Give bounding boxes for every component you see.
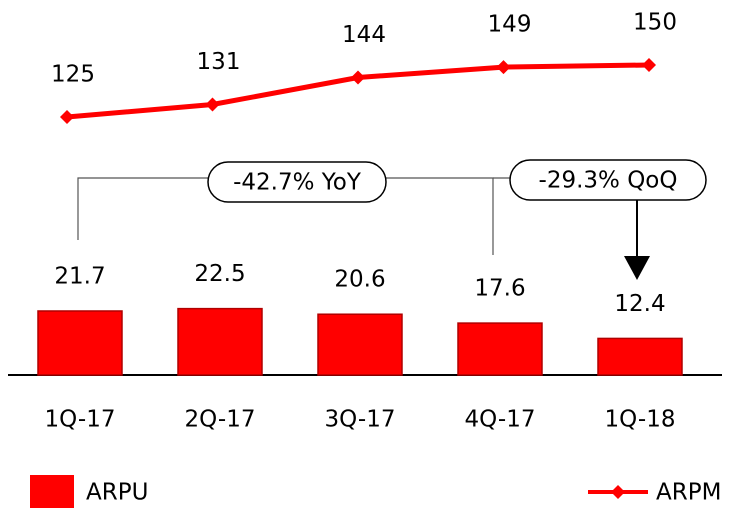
annotation: -42.7% YoY [233,170,362,196]
value-label: 149 [488,12,532,38]
value-label: 131 [197,49,241,75]
x-tick-label: 3Q-17 [325,407,396,433]
value-label: 21.7 [54,263,105,289]
arrow-head [624,256,650,280]
value-label: 20.6 [334,267,385,293]
annotation-box [509,159,707,201]
bracket [386,177,494,255]
bar [457,322,543,376]
legend-swatch [30,475,74,508]
value-label: 125 [51,62,95,88]
annotation: -29.3% QoQ [539,168,678,194]
bar [597,337,683,376]
value-label: 144 [342,22,386,48]
x-tick-label: 1Q-17 [45,407,116,433]
value-label: 12.4 [614,291,665,317]
legend-label: ARPM [656,480,721,506]
bracket [77,177,208,240]
x-tick-label: 4Q-17 [465,407,536,433]
bar [177,307,263,376]
x-tick-label: 1Q-18 [605,407,676,433]
legend-label: ARPU [86,480,148,506]
annotation-box [207,161,387,203]
value-label: 17.6 [474,276,525,302]
value-label: 22.5 [194,261,245,287]
marker [642,58,656,72]
bar [317,313,403,376]
marker [351,70,365,85]
marker [60,110,74,124]
legend-marker [611,485,625,499]
value-label: 150 [633,10,677,36]
x-tick-label: 2Q-17 [185,407,256,433]
marker [205,97,220,112]
bar [37,310,123,376]
marker [496,60,511,75]
